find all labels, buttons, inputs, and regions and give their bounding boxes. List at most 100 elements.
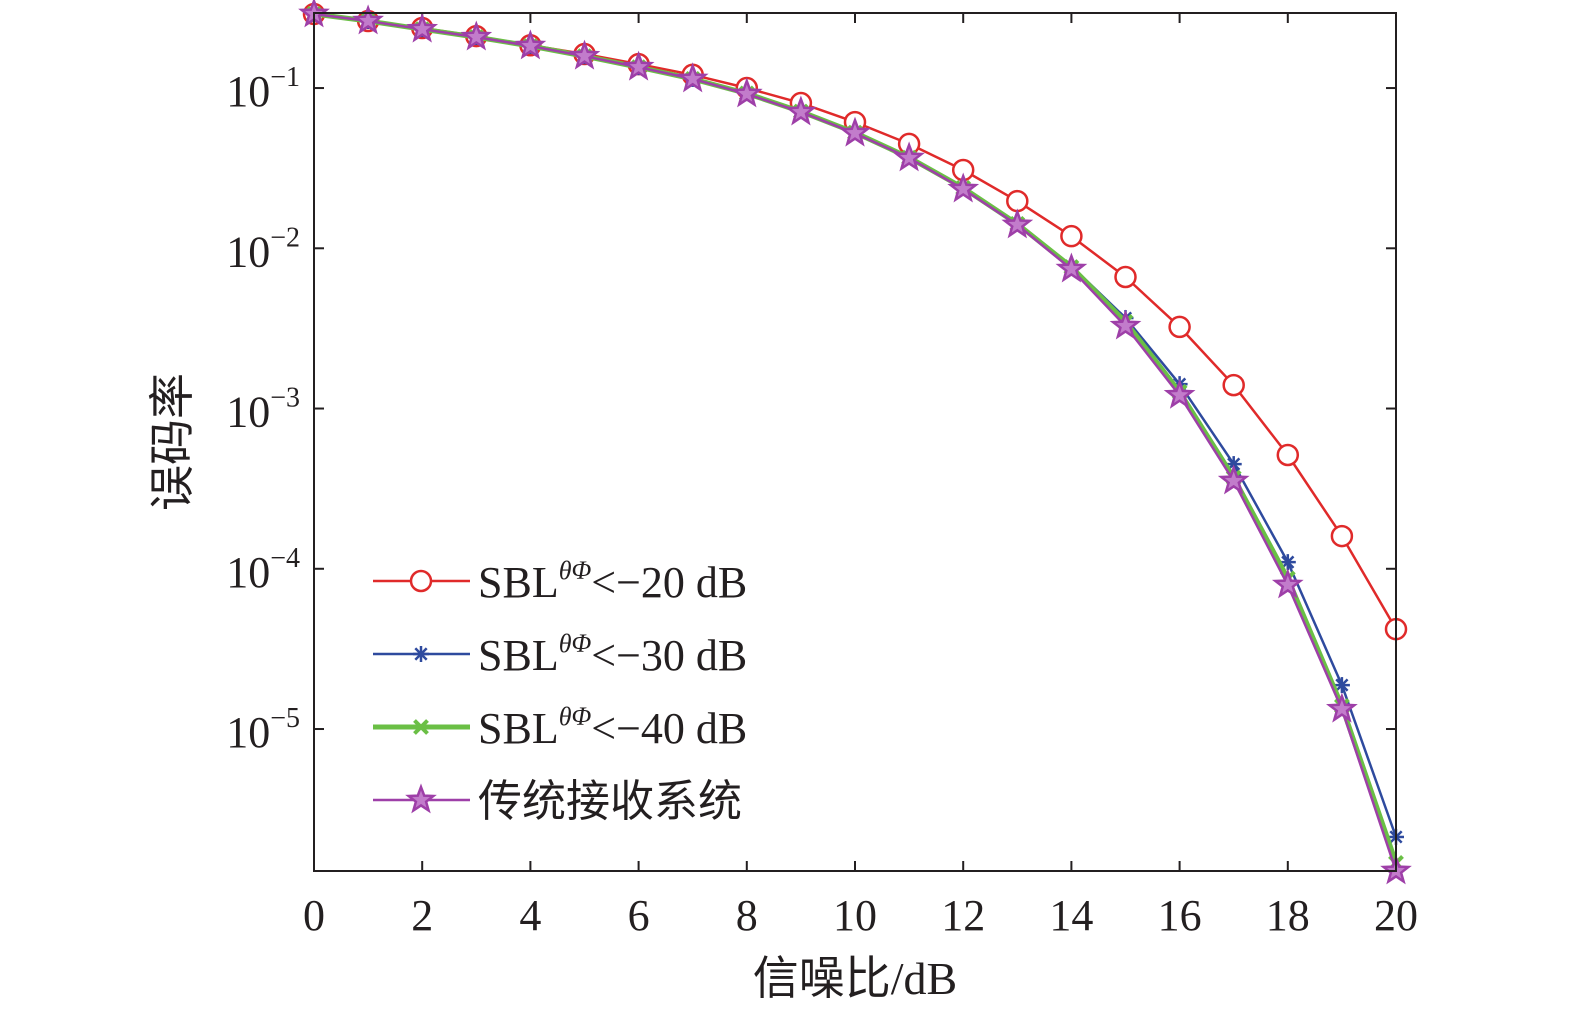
data-point	[1006, 189, 1029, 213]
legend-label-suffix: <−30 dB	[591, 631, 747, 680]
data-point	[947, 172, 980, 203]
y-tick-label-base: 10	[226, 227, 270, 276]
data-point	[1279, 554, 1296, 571]
data-point	[1326, 692, 1358, 723]
marker-circle	[1330, 524, 1354, 548]
marker-circle	[1168, 315, 1191, 339]
marker-star	[406, 12, 439, 43]
y-tick-label-exponent: −2	[270, 222, 300, 253]
data-point	[676, 62, 709, 93]
y-tick-label: 10−5	[226, 703, 300, 757]
marker-star	[839, 116, 871, 147]
data-point	[1055, 252, 1088, 283]
y-tick-label: 10−3	[226, 383, 300, 437]
y-tick-label-exponent: −5	[270, 703, 300, 734]
x-tick-label: 2	[411, 891, 433, 940]
marker-star	[1271, 568, 1304, 599]
y-tick-label-base: 10	[226, 67, 270, 116]
marker-star	[1163, 378, 1196, 409]
x-tick-label: 12	[941, 891, 985, 940]
marker-star	[352, 4, 384, 35]
data-point	[785, 95, 817, 126]
legend-label-suffix: <−40 dB	[591, 704, 747, 753]
marker-star	[622, 50, 655, 81]
data-point	[1168, 315, 1191, 339]
data-point	[1109, 309, 1142, 340]
data-point	[893, 141, 925, 172]
data-point	[1001, 208, 1034, 239]
data-point	[1217, 464, 1250, 495]
x-tick-label: 0	[303, 891, 325, 940]
y-tick-label-exponent: −4	[270, 543, 300, 574]
marker-circle	[1006, 189, 1029, 213]
data-point	[352, 4, 384, 35]
marker-circle	[409, 569, 433, 593]
marker-star	[405, 783, 437, 814]
y-tick-label: 10−1	[226, 62, 300, 116]
axis-ticks	[313, 13, 1397, 871]
data-point	[1163, 378, 1196, 409]
marker-star	[947, 172, 980, 203]
marker-asterisk-arm	[1281, 555, 1295, 569]
x-tick-label: 20	[1374, 891, 1418, 940]
x-tick-label: 14	[1049, 891, 1093, 940]
data-point	[1333, 677, 1350, 694]
legend-marker	[405, 783, 437, 814]
marker-star	[1326, 692, 1358, 723]
data-point	[1222, 373, 1245, 397]
marker-star	[893, 141, 925, 172]
marker-star	[514, 29, 547, 60]
data-point	[730, 77, 763, 108]
marker-star	[1055, 252, 1088, 283]
x-tick-label: 8	[736, 891, 758, 940]
marker-star	[1109, 309, 1142, 340]
legend-item: 传统接收系统	[373, 777, 742, 826]
marker-star	[568, 39, 601, 70]
marker-asterisk-arm	[1335, 678, 1349, 692]
data-point	[839, 116, 871, 147]
plot-frame	[313, 12, 1397, 872]
data-point	[1330, 524, 1354, 548]
legend-marker	[413, 646, 429, 662]
legend-label: SBLθΦ<−20 dB	[478, 556, 747, 607]
legend-marker	[413, 719, 429, 735]
marker-circle	[1114, 265, 1137, 289]
marker-star	[1001, 208, 1034, 239]
legend-label-prefix: SBL	[478, 558, 559, 607]
legend-label: SBLθΦ<−40 dB	[478, 702, 747, 753]
y-tick-label-exponent: −1	[270, 62, 300, 93]
marker-star	[1217, 464, 1250, 495]
legend-label-prefix: SBL	[478, 704, 559, 753]
y-tick-label-base: 10	[226, 388, 270, 437]
legend-label-prefix: SBL	[478, 631, 559, 680]
legend-item: SBLθΦ<−30 dB	[373, 629, 747, 680]
data-point	[1060, 224, 1083, 248]
legend-label-superscript: θΦ	[559, 629, 592, 658]
data-point	[406, 12, 439, 43]
legend-label-suffix: <−20 dB	[591, 558, 747, 607]
marker-star	[460, 20, 493, 51]
data-point	[568, 39, 601, 70]
y-axis-label: 误码率	[147, 373, 198, 511]
data-point	[514, 29, 547, 60]
marker-circle	[1060, 224, 1083, 248]
x-tick-label: 6	[628, 891, 650, 940]
data-point	[1276, 443, 1300, 467]
x-tick-label: 18	[1266, 891, 1310, 940]
marker-circle	[1276, 443, 1300, 467]
data-point	[1114, 265, 1137, 289]
marker-asterisk-arm	[414, 647, 428, 661]
data-point	[1271, 568, 1304, 599]
x-tick-label: 4	[519, 891, 541, 940]
x-tick-label: 10	[833, 891, 877, 940]
legend-label: SBLθΦ<−30 dB	[478, 629, 747, 680]
y-tick-label-exponent: −3	[270, 383, 300, 414]
y-tick-label-base: 10	[226, 708, 270, 757]
x-tick-label: 16	[1158, 891, 1202, 940]
marker-star	[730, 77, 763, 108]
legend-marker	[409, 569, 433, 593]
